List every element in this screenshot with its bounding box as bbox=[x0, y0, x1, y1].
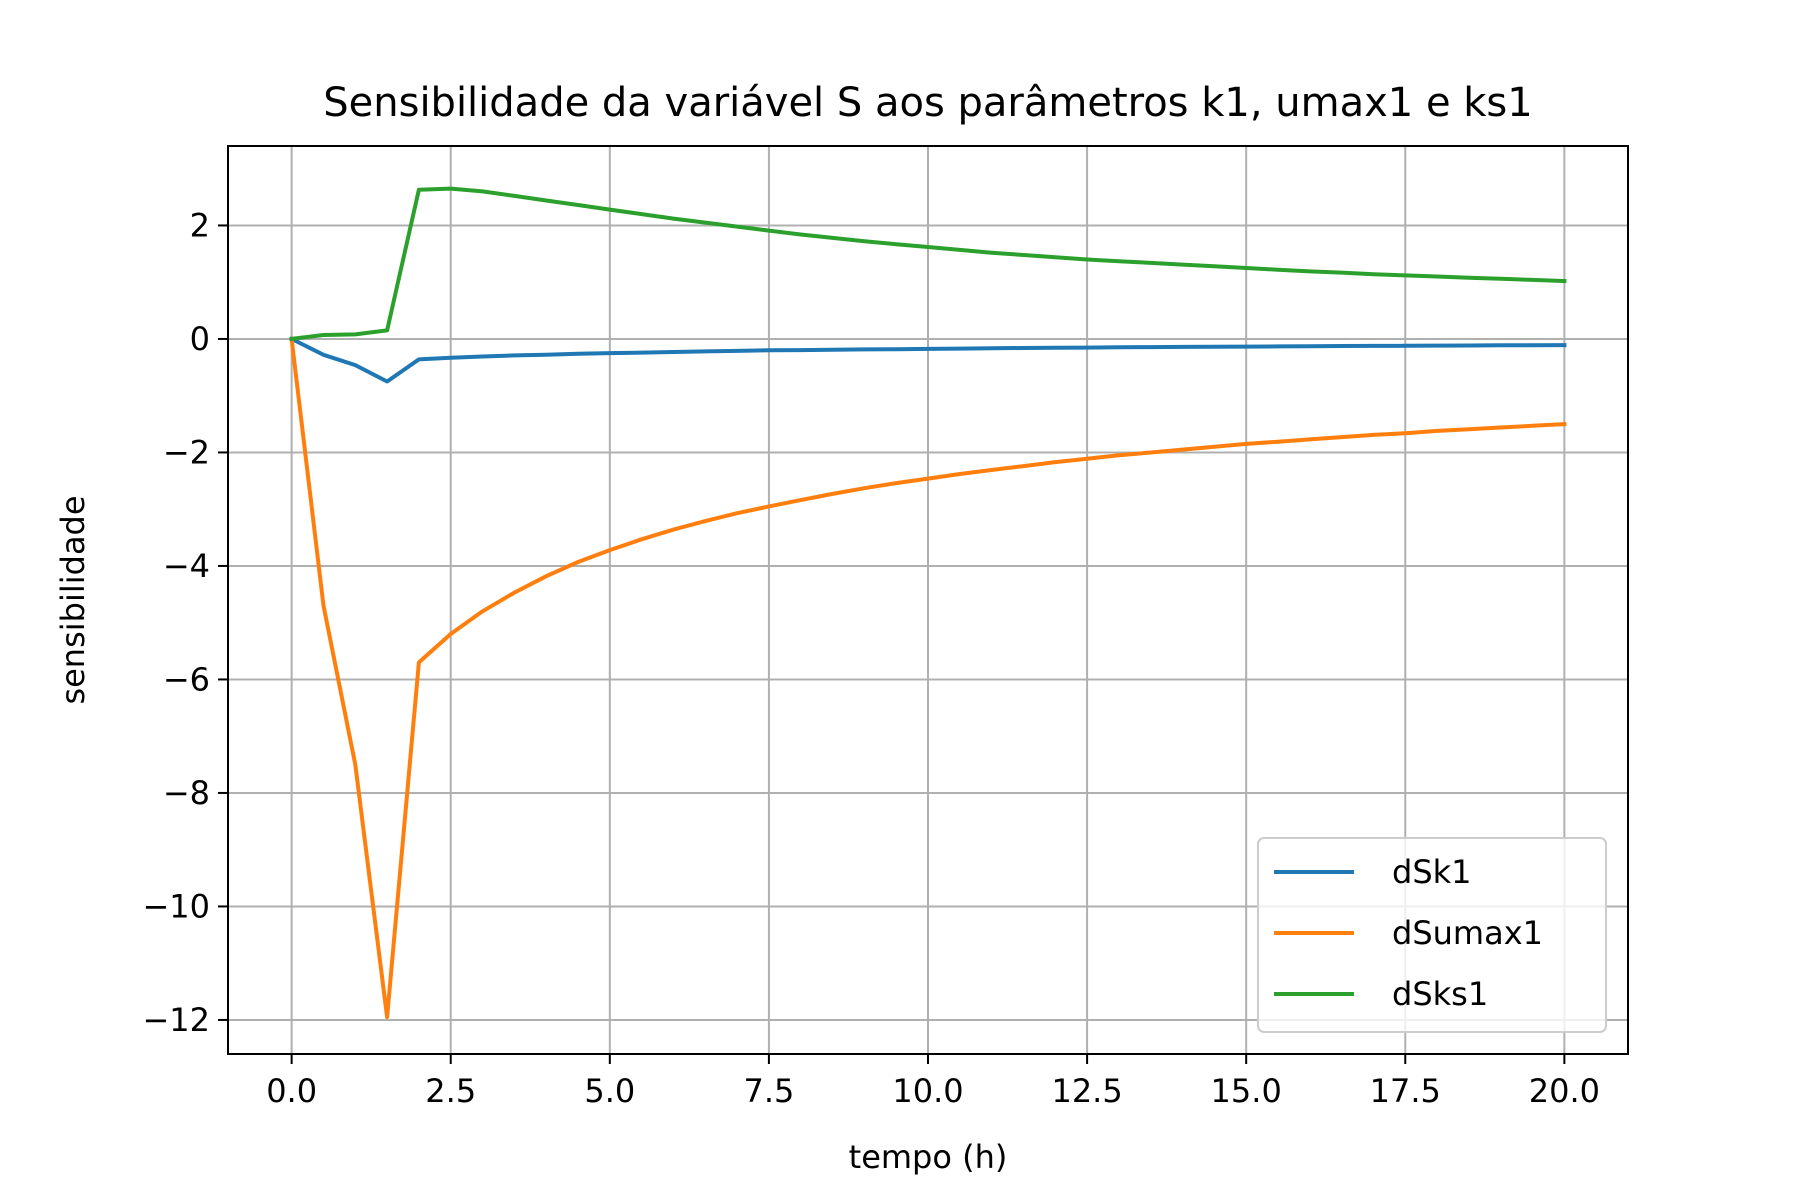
series-lines bbox=[288, 186, 1567, 1020]
series-line-dSk1 bbox=[288, 336, 1567, 384]
x-tick-label: 0.0 bbox=[266, 1072, 317, 1110]
legend-label-dSks1: dSks1 bbox=[1392, 975, 1488, 1013]
y-axis-label: sensibilidade bbox=[54, 495, 92, 704]
y-tick-label: −6 bbox=[163, 660, 210, 698]
x-tick-label: 20.0 bbox=[1529, 1072, 1600, 1110]
x-tick-label: 12.5 bbox=[1051, 1072, 1122, 1110]
legend: dSk1 dSumax1 dSks1 bbox=[1257, 837, 1607, 1033]
x-tick-label: 10.0 bbox=[892, 1072, 963, 1110]
y-tick-label: −12 bbox=[142, 1001, 210, 1039]
y-tick-label: −10 bbox=[142, 887, 210, 925]
y-tick-label: 2 bbox=[190, 206, 210, 244]
x-tick-label: 7.5 bbox=[743, 1072, 794, 1110]
chart-title: Sensibilidade da variável S aos parâmetr… bbox=[323, 80, 1532, 126]
x-axis-label: tempo (h) bbox=[849, 1138, 1008, 1176]
y-tick-label: −8 bbox=[163, 774, 210, 812]
legend-label-dSumax1: dSumax1 bbox=[1392, 914, 1543, 952]
axis-ticks: 0.0 2.5 5.0 7.5 10.0 12.5 15.0 17.5 20.0 2 0 −2 −4 −6… bbox=[142, 206, 1600, 1110]
x-tick-label: 15.0 bbox=[1211, 1072, 1282, 1110]
series-line-dSumax1 bbox=[289, 336, 1567, 1020]
x-tick-label: 17.5 bbox=[1370, 1072, 1441, 1110]
y-tick-label: −4 bbox=[163, 547, 210, 585]
legend-box bbox=[1257, 837, 1607, 1033]
x-tick-label: 2.5 bbox=[425, 1072, 476, 1110]
x-tick-label: 5.0 bbox=[584, 1072, 635, 1110]
y-tick-label: 0 bbox=[190, 320, 210, 358]
legend-label-dSk1: dSk1 bbox=[1392, 853, 1472, 891]
series-line-dSks1 bbox=[289, 186, 1567, 342]
y-tick-label: −2 bbox=[163, 433, 210, 471]
